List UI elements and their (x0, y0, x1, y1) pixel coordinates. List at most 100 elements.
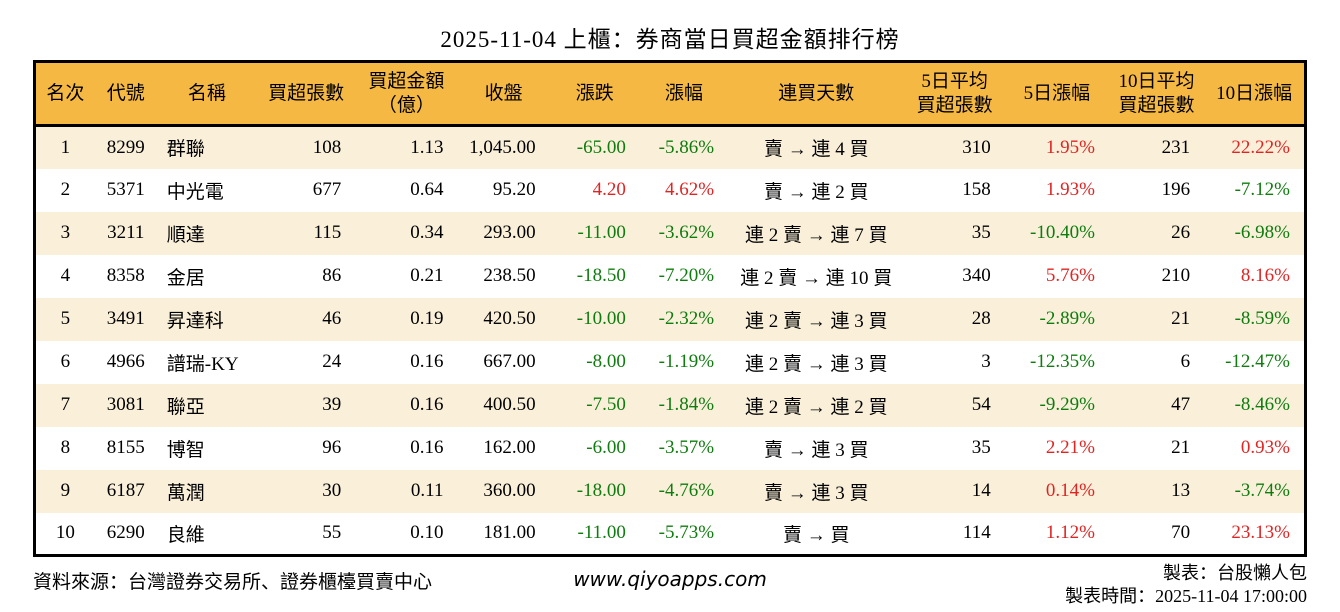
header-avg5: 5日平均 買超張數 (904, 61, 1005, 127)
cell-code: 8358 (106, 265, 145, 286)
cell-name: 良維 (166, 524, 205, 546)
cell-rank: 10 (55, 522, 75, 544)
header-buy_vol: 買超張數 (257, 61, 356, 127)
cell-avg5: 35 (971, 222, 991, 243)
cell-pct10: -6.98% (1234, 222, 1290, 243)
cell-buy_vol: 55 (322, 522, 342, 544)
cell-code: 8299 (106, 136, 145, 158)
cell-streak: 連 2 賣 → 連 10 買 (740, 267, 893, 289)
cell-buy_amt: 0.16 (410, 394, 444, 415)
cell-change: -7.50 (586, 394, 626, 415)
cell-rank: 5 (60, 308, 71, 329)
header-label: 收盤 (484, 82, 523, 104)
cell-code: 4966 (106, 351, 145, 372)
cell-change: -11.00 (577, 522, 626, 544)
cell-pct10: -8.59% (1234, 308, 1290, 329)
cell-buy_amt: 0.16 (410, 351, 444, 372)
cell-rank: 1 (60, 136, 71, 158)
footer-maker: 製表：台股懶人包 (1163, 563, 1307, 583)
header-label: 5日平均 (921, 70, 988, 92)
header-label-line2: （億） (377, 94, 435, 116)
table-header: 名次 代號 名稱 買超張數 買超金額 （億） 收盤 漲跌 漲幅 連買天數 5日平均 買超張數 5日漲幅 1… (34, 61, 1306, 127)
cell-buy_amt: 0.11 (410, 480, 444, 501)
cell-streak: 賣 → 連 2 買 (764, 181, 869, 203)
cell-code: 6290 (106, 522, 145, 544)
cell-name: 金居 (166, 267, 205, 289)
cell-change: 4.20 (592, 179, 626, 200)
cell-rank: 3 (60, 222, 71, 243)
header-change: 漲跌 (549, 61, 640, 127)
cell-change: -18.50 (576, 265, 626, 286)
cell-close: 400.50 (483, 394, 536, 415)
cell-change_pct: -2.32% (658, 308, 715, 329)
header-label: 買超張數 (268, 82, 345, 104)
table-row: 5 3491 昇達科 46 0.19 420.50 -10.00 -2.32% 連 2 賣 → … (34, 297, 1306, 341)
cell-avg5: 310 (962, 136, 991, 158)
cell-avg5: 3 (981, 351, 991, 372)
header-streak: 連買天數 (728, 61, 905, 127)
cell-buy_vol: 39 (322, 394, 342, 415)
header-pct10: 10日漲幅 (1204, 61, 1306, 127)
cell-pct10: 22.22% (1231, 136, 1290, 158)
header-label: 買超金額 (368, 70, 445, 92)
footer-data-source: 資料來源：台灣證券交易所、證券櫃檯買賣中心 (33, 572, 433, 593)
cell-pct5: -9.29% (1039, 394, 1095, 415)
table-row: 1 8299 群聯 108 1.13 1,045.00 -65.00 -5.86% 賣 → 連 … (34, 125, 1306, 169)
cell-buy_amt: 0.21 (410, 265, 444, 286)
footer-credit: 製表：台股懶人包 製表時間：2025-11-04 17:00:00 (1065, 562, 1307, 608)
header-label: 10日平均 (1118, 70, 1195, 92)
cell-close: 95.20 (492, 179, 536, 200)
cell-close: 667.00 (483, 351, 536, 372)
cell-buy_vol: 96 (322, 437, 342, 458)
cell-name: 昇達科 (166, 310, 224, 332)
cell-close: 238.50 (483, 265, 536, 286)
header-row: 名次 代號 名稱 買超張數 買超金額 （億） 收盤 漲跌 漲幅 連買天數 5日平均 買超張數 5日漲幅 1… (34, 61, 1306, 127)
cell-change: -8.00 (586, 351, 626, 372)
cell-change: -18.00 (576, 480, 626, 501)
header-label: 5日漲幅 (1023, 82, 1091, 104)
cell-buy_vol: 86 (322, 265, 342, 286)
cell-streak: 賣 → 連 4 買 (764, 139, 869, 161)
cell-close: 162.00 (483, 437, 536, 458)
cell-pct5: 1.12% (1045, 522, 1095, 544)
cell-close: 420.50 (483, 308, 536, 329)
cell-code: 3211 (107, 222, 145, 243)
cell-pct10: -12.47% (1225, 351, 1290, 372)
cell-code: 5371 (106, 179, 145, 200)
cell-change: -6.00 (586, 437, 626, 458)
cell-close: 360.00 (483, 480, 536, 501)
header-label: 代號 (106, 82, 145, 104)
header-buy_amt: 買超金額 （億） (355, 61, 458, 127)
header-label: 10日漲幅 (1216, 82, 1293, 104)
cell-pct5: 1.93% (1045, 179, 1095, 200)
cell-code: 8155 (106, 437, 145, 458)
cell-rank: 7 (60, 394, 71, 415)
cell-code: 3081 (106, 394, 145, 415)
cell-rank: 8 (60, 437, 71, 458)
header-close: 收盤 (457, 61, 550, 127)
cell-avg10: 70 (1171, 522, 1191, 544)
cell-pct5: 5.76% (1045, 265, 1095, 286)
cell-close: 181.00 (483, 522, 536, 544)
cell-buy_vol: 677 (312, 179, 342, 200)
cell-avg10: 21 (1171, 437, 1191, 458)
cell-rank: 4 (60, 265, 71, 286)
cell-name: 萬潤 (166, 482, 205, 504)
cell-pct10: 23.13% (1231, 522, 1290, 544)
header-pct5: 5日漲幅 (1004, 61, 1109, 127)
cell-avg10: 21 (1171, 308, 1191, 329)
cell-avg10: 210 (1161, 265, 1191, 286)
cell-change: -65.00 (576, 136, 626, 158)
cell-rank: 2 (60, 179, 71, 200)
header-label-line2: 買超張數 (916, 94, 993, 116)
header-label: 名稱 (187, 82, 226, 104)
cell-streak: 賣 → 買 (783, 524, 850, 546)
cell-close: 1,045.00 (469, 136, 536, 158)
cell-streak: 連 2 賣 → 連 7 買 (745, 224, 888, 246)
cell-change_pct: -7.20% (658, 265, 715, 286)
cell-streak: 連 2 賣 → 連 3 買 (745, 310, 888, 332)
table-row: 4 8358 金居 86 0.21 238.50 -18.50 -7.20% 連 2 賣 → 連… (34, 254, 1306, 298)
cell-streak: 連 2 賣 → 連 3 買 (745, 353, 888, 375)
header-label: 漲跌 (575, 82, 614, 104)
cell-name: 順達 (166, 224, 205, 246)
